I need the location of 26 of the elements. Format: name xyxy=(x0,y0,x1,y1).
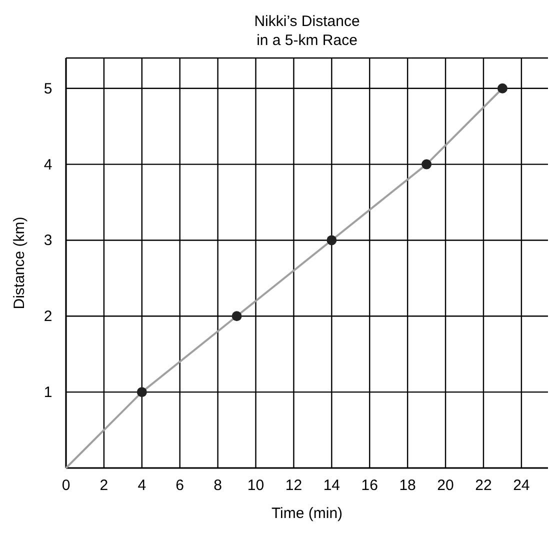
x-tick-label: 0 xyxy=(62,477,70,494)
y-tick-label: 2 xyxy=(44,308,52,326)
y-tick-label: 1 xyxy=(44,384,52,402)
point xyxy=(232,311,242,322)
x-tick-label: 12 xyxy=(285,477,302,494)
x-axis-title: Time (min) xyxy=(271,505,343,522)
x-tick-label: 16 xyxy=(361,477,378,494)
y-tick-label: 5 xyxy=(44,80,52,98)
y-tick-label: 3 xyxy=(44,232,52,250)
x-tick-label: 24 xyxy=(513,477,530,494)
x-tick-label: 14 xyxy=(323,477,340,494)
x-tick-label: 4 xyxy=(138,477,146,494)
x-tick-label: 10 xyxy=(247,477,264,494)
point xyxy=(136,387,147,398)
y-axis-title: Distance (km) xyxy=(11,216,28,310)
y-tick-label: 4 xyxy=(44,156,52,174)
x-tick-label: 8 xyxy=(214,477,222,494)
x-tick-label: 18 xyxy=(399,477,416,494)
x-tick-label: 2 xyxy=(100,477,108,494)
x-tick-label: 22 xyxy=(475,477,492,494)
point xyxy=(422,159,432,170)
point xyxy=(497,83,508,94)
x-tick-label: 20 xyxy=(437,477,454,494)
x-tick-label: 6 xyxy=(176,477,184,494)
chart-title: Nikki’s Distance in a 5-km Race xyxy=(254,13,360,49)
point xyxy=(326,235,337,246)
